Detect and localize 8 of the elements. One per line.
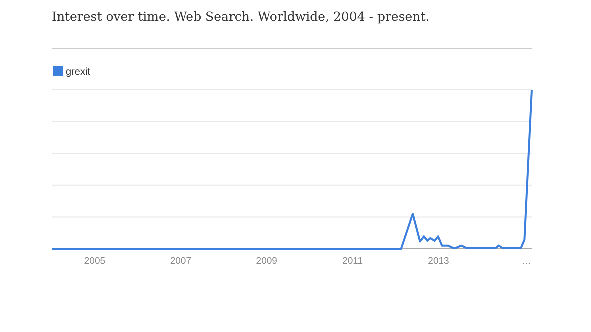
x-tick-label: …: [522, 256, 532, 267]
legend-label: grexit: [66, 67, 91, 78]
x-tick-label: 2005: [84, 256, 106, 267]
x-tick-label: 2009: [256, 256, 278, 267]
chart-title: Interest over time. Web Search. Worldwide, 2004 - present.: [52, 9, 430, 24]
x-tick-label: 2011: [342, 256, 364, 267]
x-tick-label: 2007: [170, 256, 192, 267]
x-tick-label: 2013: [428, 256, 450, 267]
